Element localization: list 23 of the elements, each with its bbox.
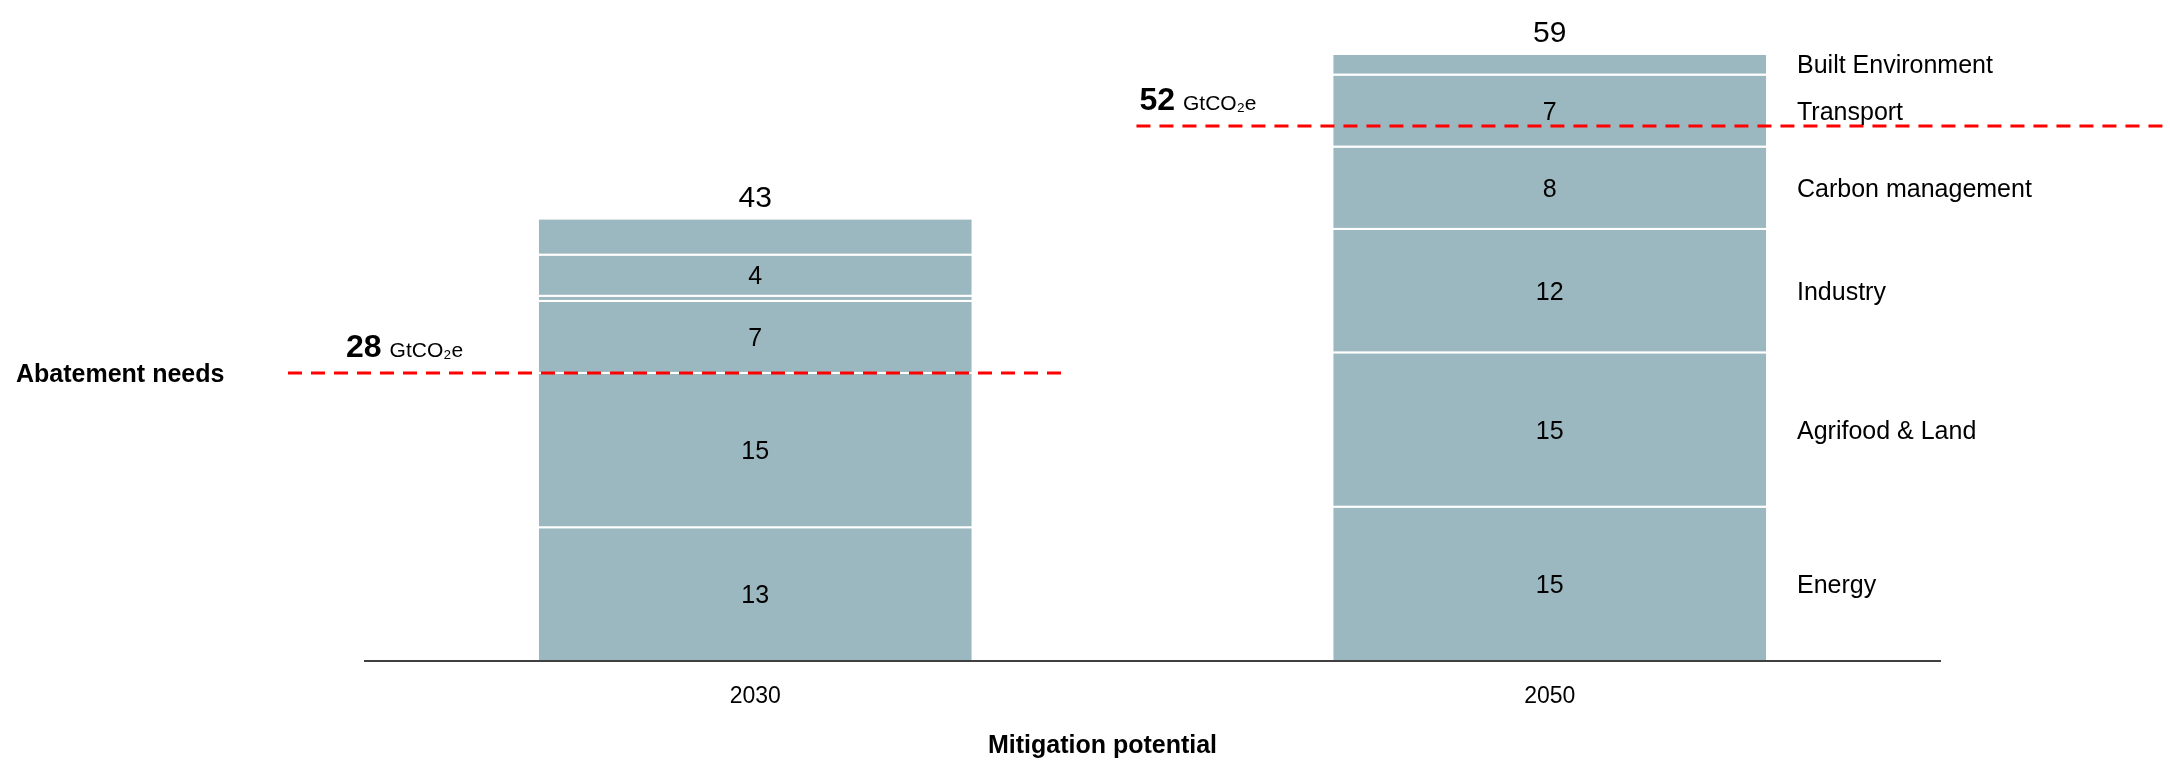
series-label: Carbon management <box>1797 173 2032 202</box>
data-label: 12 <box>1535 276 1564 305</box>
series-label: Energy <box>1797 569 1877 598</box>
series-label: Industry <box>1797 276 1887 305</box>
data-label: 15 <box>1535 569 1564 598</box>
total-label: 43 <box>738 179 772 213</box>
data-label: 13 <box>741 580 770 609</box>
data-label: 7 <box>1542 96 1557 125</box>
data-label: 15 <box>741 436 770 465</box>
series-label: Built Environment <box>1797 50 1993 79</box>
data-label: 4 <box>748 261 763 290</box>
x-tick-label: 2030 <box>729 682 781 708</box>
text: Abatement needs <box>16 358 225 387</box>
x-axis-title: Mitigation potential <box>987 730 1218 758</box>
ref-line-label: 28 GtCO₂e <box>346 327 464 364</box>
total-label: 59 <box>1533 15 1567 48</box>
data-label: 8 <box>1542 173 1557 202</box>
data-label: 7 <box>748 322 763 351</box>
data-label: 15 <box>1535 415 1564 444</box>
series-label: Transport <box>1797 96 1904 125</box>
ref-line-label: 52 GtCO₂e <box>1139 81 1257 118</box>
x-tick-label: 2050 <box>1524 682 1576 708</box>
series-label: Agrifood & Land <box>1797 415 1977 444</box>
